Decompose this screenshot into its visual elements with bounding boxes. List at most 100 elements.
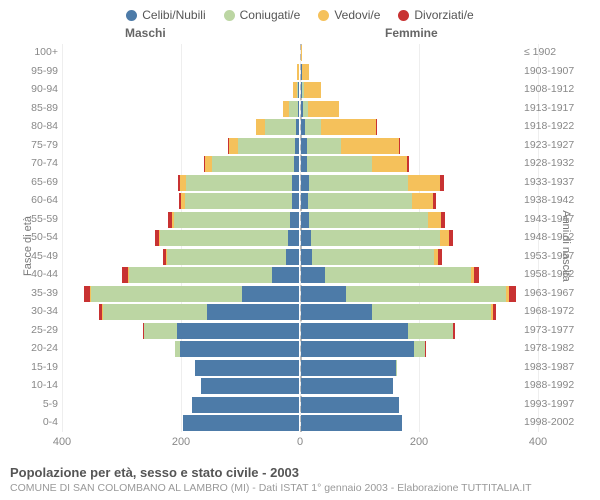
bar-female (301, 415, 402, 431)
age-label: 60-64 (20, 194, 58, 206)
bar-segment (238, 138, 295, 154)
bar-segment (207, 304, 299, 320)
bar-segment (399, 138, 401, 154)
bar-segment (309, 175, 407, 191)
bar-segment (174, 212, 290, 228)
pyramid-row: 50-541948-1952 (0, 229, 600, 248)
bar-segment (440, 175, 444, 191)
bar-segment (307, 156, 372, 172)
age-label: 95-99 (20, 65, 58, 77)
x-tick-label: 0 (297, 436, 303, 448)
x-tick-label: 200 (172, 436, 190, 448)
bar-segment (433, 193, 436, 209)
bar-segment (441, 212, 445, 228)
bar-male (178, 175, 299, 191)
age-label: 40-44 (20, 268, 58, 280)
birth-year-label: 1998-2002 (524, 416, 580, 428)
bar-segment (311, 230, 441, 246)
bar-segment (292, 175, 299, 191)
bar-segment (272, 267, 299, 283)
chart-title: Popolazione per età, sesso e stato civil… (10, 465, 532, 480)
bar-segment (205, 156, 212, 172)
bar-segment (302, 64, 309, 80)
bar-female (301, 45, 302, 61)
header-female: Femmine (385, 26, 438, 40)
pyramid-row: 45-491953-1957 (0, 248, 600, 267)
pyramid-row: 85-891913-1917 (0, 100, 600, 119)
bar-segment (301, 378, 393, 394)
birth-year-label: 1918-1922 (524, 120, 580, 132)
birth-year-label: 1923-1927 (524, 139, 580, 151)
bar-segment (438, 249, 442, 265)
bar-male (99, 304, 299, 320)
bar-male (84, 286, 299, 302)
bar-male (183, 415, 299, 431)
age-label: 70-74 (20, 157, 58, 169)
bar-female (301, 156, 409, 172)
bar-female (301, 304, 496, 320)
bar-segment (301, 323, 408, 339)
bar-female (301, 230, 453, 246)
legend-label: Divorziati/e (414, 8, 473, 22)
bar-segment (408, 175, 441, 191)
bar-male (163, 249, 299, 265)
bar-segment (177, 323, 299, 339)
legend-dot-icon (224, 10, 235, 21)
bar-male (168, 212, 299, 228)
bar-segment (407, 156, 409, 172)
birth-year-label: 1953-1957 (524, 250, 580, 262)
legend-label: Vedovi/e (334, 8, 380, 22)
age-label: 100+ (20, 46, 58, 58)
pyramid-row: 5-91993-1997 (0, 396, 600, 415)
bar-segment (325, 267, 471, 283)
age-label: 65-69 (20, 176, 58, 188)
bar-segment (144, 323, 177, 339)
bar-segment (376, 119, 377, 135)
bar-male (175, 341, 299, 357)
bar-segment (296, 119, 299, 135)
x-tick-label: 200 (410, 436, 428, 448)
gender-headers: Maschi Femmine (0, 26, 600, 44)
bar-segment (428, 212, 441, 228)
birth-year-label: 1978-1982 (524, 342, 580, 354)
bar-segment (414, 341, 425, 357)
bar-segment (242, 286, 299, 302)
bar-male (283, 101, 299, 117)
pyramid-row: 30-34 1968-1972 (0, 303, 600, 322)
birth-year-label: 1968-1972 (524, 305, 580, 317)
bar-female (301, 101, 339, 117)
pyramid-row: 55-591943-1947 (0, 211, 600, 230)
bar-segment (294, 156, 299, 172)
bar-segment (305, 119, 322, 135)
x-tick-label: 400 (53, 436, 71, 448)
age-label: 85-89 (20, 102, 58, 114)
pyramid-row: 65-691933-1937 (0, 174, 600, 193)
bar-segment (286, 249, 299, 265)
bar-female (301, 378, 393, 394)
bar-female (301, 323, 455, 339)
bar-segment (372, 156, 407, 172)
bar-female (301, 193, 436, 209)
legend-item: Celibi/Nubili (126, 8, 205, 22)
age-label: 10-14 (20, 379, 58, 391)
bar-segment (301, 304, 372, 320)
age-label: 15-19 (20, 361, 58, 373)
birth-year-label: 1963-1967 (524, 287, 580, 299)
age-label: 30-34 (20, 305, 58, 317)
bar-male (143, 323, 299, 339)
pyramid-row: 75-791923-1927 (0, 137, 600, 156)
bar-segment (309, 212, 428, 228)
age-label: 90-94 (20, 83, 58, 95)
legend: Celibi/Nubili Coniugati/e Vedovi/e Divorzia… (0, 0, 600, 26)
chart-subtitle: COMUNE DI SAN COLOMBANO AL LAMBRO (MI) -… (10, 482, 532, 494)
age-label: 25-29 (20, 324, 58, 336)
bar-segment (289, 101, 298, 117)
bar-segment (301, 230, 311, 246)
bar-segment (453, 323, 455, 339)
pyramid-row: 100+≤ 1902 (0, 44, 600, 63)
age-label: 35-39 (20, 287, 58, 299)
pyramid-row: 60-641938-1942 (0, 192, 600, 211)
legend-label: Coniugati/e (240, 8, 301, 22)
pyramid-row: 90-941908-1912 (0, 81, 600, 100)
bar-segment (298, 82, 299, 98)
